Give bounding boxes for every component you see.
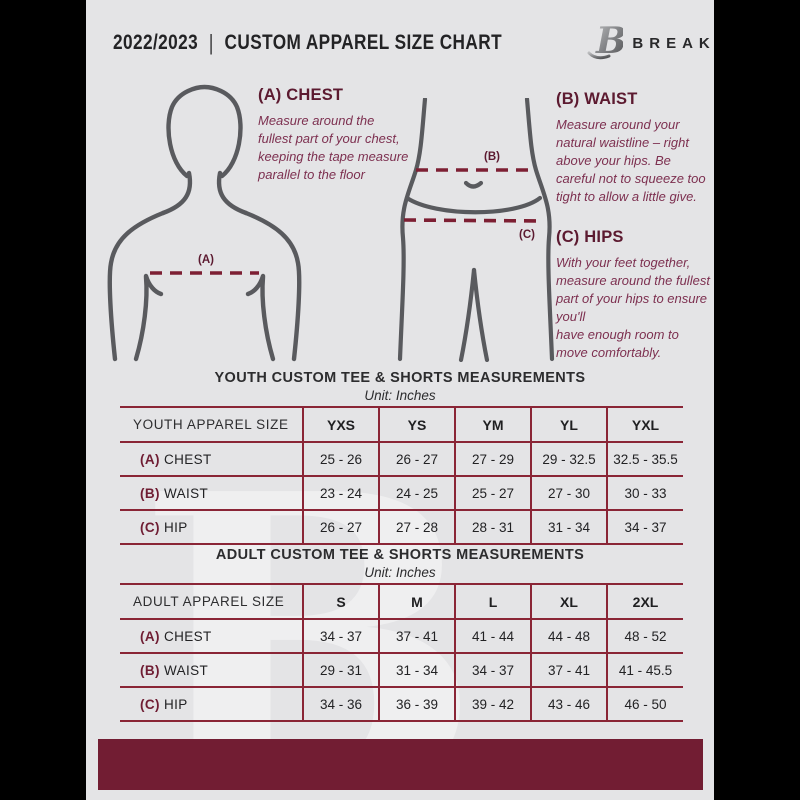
- chest-instructions: (A) CHEST Measure around the fullest par…: [258, 86, 410, 184]
- page-header: 2022/2023 | CUSTOM APPAREL SIZE CHART B: [86, 20, 714, 67]
- row-label: (B) WAIST: [140, 662, 209, 678]
- youth-table-title: YOUTH CUSTOM TEE & SHORTS MEASUREMENTS: [214, 370, 586, 386]
- youth-header-row: YOUTH APPAREL SIZE YXS YS YM YL YXL: [120, 407, 683, 442]
- row-label: (A) CHEST: [140, 451, 212, 467]
- youth-size-header-cell: YOUTH APPAREL SIZE: [133, 417, 289, 432]
- range-cell: 30 - 33: [606, 476, 683, 510]
- adult-size-header-cell: ADULT APPAREL SIZE: [133, 594, 285, 609]
- range-cell: 25 - 26: [302, 442, 379, 476]
- chest-marker-label: (A): [198, 254, 214, 266]
- range-cell: 41 - 44: [454, 619, 531, 653]
- adult-section-title: ADULT CUSTOM TEE & SHORTS MEASUREMENTS U…: [86, 547, 714, 580]
- size-col-header: YS: [378, 407, 455, 442]
- size-col-header: 2XL: [606, 584, 683, 619]
- range-cell: 26 - 27: [302, 510, 379, 544]
- size-col-header: L: [454, 584, 531, 619]
- size-col-header: YL: [530, 407, 607, 442]
- range-cell: 34 - 37: [606, 510, 683, 544]
- header-title-group: 2022/2023 | CUSTOM APPAREL SIZE CHART: [113, 30, 502, 56]
- size-chart-page: B 2022/2023 | CUSTOM APPAREL SIZE CHART …: [86, 0, 714, 800]
- page-title: CUSTOM APPAREL SIZE CHART: [224, 31, 503, 54]
- waist-instructions: (B) WAIST Measure around your natural wa…: [556, 90, 711, 206]
- brand-group: B BREAKAWAY: [587, 20, 714, 67]
- range-cell: 37 - 41: [530, 653, 607, 687]
- range-cell: 34 - 37: [302, 619, 379, 653]
- youth-unit-label: Unit: Inches: [364, 388, 436, 403]
- range-cell: 27 - 28: [378, 510, 455, 544]
- range-cell: 44 - 48: [530, 619, 607, 653]
- chest-text: Measure around the fullest part of your …: [258, 113, 409, 182]
- range-cell: 43 - 46: [530, 687, 607, 721]
- row-label: (C) HIP: [140, 519, 188, 535]
- adult-unit-label: Unit: Inches: [364, 565, 436, 580]
- range-cell: 34 - 37: [454, 653, 531, 687]
- size-col-header: YM: [454, 407, 531, 442]
- range-cell: 37 - 41: [378, 619, 455, 653]
- youth-waist-row: (B) WAIST 23 - 24 24 - 25 25 - 27 27 - 30…: [120, 476, 683, 510]
- adult-table-title: ADULT CUSTOM TEE & SHORTS MEASUREMENTS: [215, 547, 585, 563]
- row-label: (B) WAIST: [140, 485, 209, 501]
- range-cell: 34 - 36: [302, 687, 379, 721]
- range-cell: 25 - 27: [454, 476, 531, 510]
- size-col-header: YXL: [606, 407, 683, 442]
- size-col-header: S: [302, 584, 379, 619]
- waist-heading: (B) WAIST: [556, 90, 638, 108]
- youth-hip-row: (C) HIP 26 - 27 27 - 28 28 - 31 31 - 34 3…: [120, 510, 683, 544]
- range-cell: 27 - 29: [454, 442, 531, 476]
- size-col-header: XL: [530, 584, 607, 619]
- range-cell: 41 - 45.5: [606, 653, 683, 687]
- waist-text: Measure around your natural waistline – …: [556, 117, 706, 204]
- youth-chest-row: (A) CHEST 25 - 26 26 - 27 27 - 29 29 - 32…: [120, 442, 683, 476]
- adult-hip-row: (C) HIP 34 - 36 36 - 39 39 - 42 43 - 46 4…: [120, 687, 683, 721]
- range-cell: 39 - 42: [454, 687, 531, 721]
- range-cell: 32.5 - 35.5: [606, 442, 683, 476]
- range-cell: 46 - 50: [606, 687, 683, 721]
- range-cell: 24 - 25: [378, 476, 455, 510]
- size-col-header: YXS: [302, 407, 379, 442]
- range-cell: 31 - 34: [378, 653, 455, 687]
- range-cell: 26 - 27: [378, 442, 455, 476]
- range-cell: 27 - 30: [530, 476, 607, 510]
- range-cell: 29 - 31: [302, 653, 379, 687]
- adult-chest-row: (A) CHEST 34 - 37 37 - 41 41 - 44 44 - 48…: [120, 619, 683, 653]
- youth-section-title: YOUTH CUSTOM TEE & SHORTS MEASUREMENTS U…: [86, 370, 714, 403]
- range-cell: 28 - 31: [454, 510, 531, 544]
- chest-heading: (A) CHEST: [258, 86, 344, 104]
- adult-size-table: ADULT APPAREL SIZE S M L XL 2XL (A) CHEST…: [120, 583, 683, 722]
- hip-measure-line: [403, 218, 545, 223]
- range-cell: 48 - 52: [606, 619, 683, 653]
- hips-text: With your feet together, measure around …: [556, 255, 710, 360]
- header-divider: |: [208, 30, 214, 55]
- waist-marker-label: (B): [484, 151, 500, 163]
- range-cell: 23 - 24: [302, 476, 379, 510]
- breakaway-b-logo-icon: B: [587, 20, 627, 67]
- hip-marker-label: (C): [519, 229, 535, 241]
- footer-accent-bar: [98, 739, 703, 790]
- range-cell: 29 - 32.5: [530, 442, 607, 476]
- youth-size-table: YOUTH APPAREL SIZE YXS YS YM YL YXL (A) C…: [120, 406, 683, 545]
- size-col-header: M: [378, 584, 455, 619]
- range-cell: 36 - 39: [378, 687, 455, 721]
- adult-header-row: ADULT APPAREL SIZE S M L XL 2XL: [120, 584, 683, 619]
- upper-torso-diagram: (A): [102, 80, 307, 367]
- waist-hips-diagram: (B) (C): [391, 96, 561, 367]
- brand-name: BREAKAWAY: [632, 34, 714, 52]
- measurement-guide-section: (A) (B) (C) (A) CHEST Measu: [86, 78, 714, 372]
- row-label: (A) CHEST: [140, 628, 212, 644]
- hips-heading: (C) HIPS: [556, 228, 624, 246]
- adult-waist-row: (B) WAIST 29 - 31 31 - 34 34 - 37 37 - 41…: [120, 653, 683, 687]
- row-label: (C) HIP: [140, 696, 188, 712]
- season-label: 2022/2023: [113, 31, 199, 54]
- hips-instructions: (C) HIPS With your feet together, measur…: [556, 228, 711, 362]
- range-cell: 31 - 34: [530, 510, 607, 544]
